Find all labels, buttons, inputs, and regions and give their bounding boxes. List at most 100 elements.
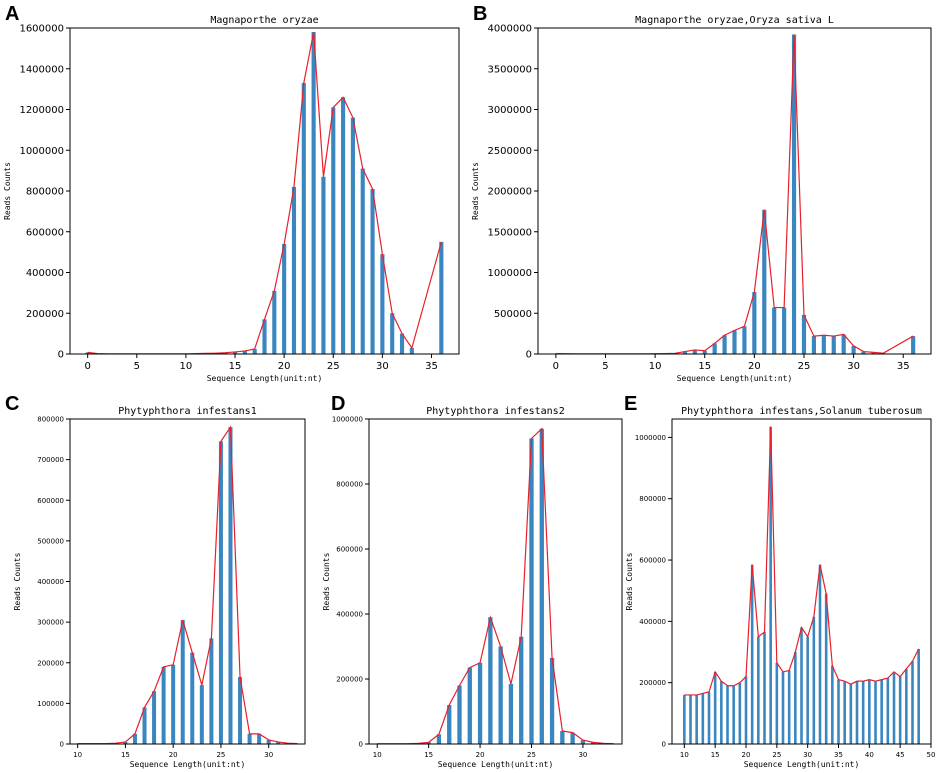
plot-frame — [368, 418, 623, 745]
bar — [689, 694, 692, 744]
bar — [570, 732, 575, 745]
bar — [886, 678, 890, 744]
bar — [132, 733, 137, 744]
bar — [791, 34, 797, 355]
y-tick-label: 3500000 — [487, 64, 532, 75]
series-line — [555, 34, 914, 355]
bar — [560, 731, 565, 744]
plot-frame — [69, 418, 306, 745]
x-tick-label: 15 — [711, 751, 720, 759]
bar — [738, 682, 742, 744]
bar — [713, 671, 717, 744]
y-tick-label: 700000 — [37, 456, 64, 464]
bar — [199, 685, 204, 744]
bar — [301, 83, 306, 354]
bar — [341, 97, 346, 354]
bar — [843, 681, 846, 744]
bar — [911, 336, 916, 354]
bar — [370, 188, 375, 354]
x-tick-label: 15 — [229, 361, 242, 372]
y-tick-label: 400000 — [26, 268, 64, 279]
bar — [800, 627, 803, 744]
x-tick-label: 30 — [578, 751, 587, 759]
x-axis-label: Sequence Length(unit:nt) — [438, 760, 554, 769]
y-tick-label: 0 — [359, 741, 363, 749]
x-tick-label: 15 — [698, 361, 711, 372]
bar — [898, 676, 902, 744]
panel-b: B Magnaporthe oryzae,Oryza sativa L 0 5 10 15… — [471, 3, 932, 383]
x-tick-label: 20 — [748, 361, 761, 372]
panel-a: A Magnaporthe oryzae 0 5 10 15 20 25 30 35 0 200000… — [3, 3, 460, 383]
x-axis: 0 5 10 15 20 25 30 35 — [553, 354, 910, 372]
y-tick-label: 400000 — [37, 578, 64, 586]
bar — [821, 335, 826, 354]
bar — [498, 646, 503, 744]
y-tick-label: 2000000 — [487, 187, 532, 198]
bar — [742, 326, 747, 354]
bar — [722, 335, 727, 354]
y-axis: 0 200000 400000 600000 800000 1000000 1200000 1… — [19, 24, 70, 361]
bar — [282, 243, 287, 354]
panel-c: C Phytyphthora infestans1 10 15 20 25 30 0 10000… — [5, 393, 306, 769]
y-axis-label: Reads Counts — [13, 552, 22, 610]
x-tick-label: 20 — [169, 751, 178, 759]
bars — [75, 427, 300, 745]
y-tick-label: 500000 — [494, 309, 532, 320]
y-tick-label: 400000 — [639, 618, 666, 626]
bar — [539, 428, 544, 744]
y-axis-label: Reads Counts — [625, 552, 634, 610]
y-tick-label: 4000000 — [487, 24, 532, 35]
panel-letter: C — [5, 393, 19, 415]
x-tick-label: 40 — [865, 751, 874, 759]
bar — [232, 351, 238, 354]
x-tick-label: 45 — [896, 751, 905, 759]
y-tick-label: 300000 — [37, 619, 64, 627]
bar — [787, 670, 791, 744]
chart-title: Magnaporthe oryzae — [210, 15, 318, 26]
bar — [180, 620, 185, 744]
series-line — [77, 425, 298, 745]
bar — [762, 209, 767, 354]
y-tick-label: 500000 — [37, 537, 64, 545]
panel-letter: D — [331, 393, 345, 415]
x-axis: 10 15 20 25 30 — [373, 744, 587, 759]
y-axis-label: Reads Counts — [3, 162, 12, 220]
bar — [824, 593, 828, 744]
x-tick-label: 30 — [264, 751, 273, 759]
bar — [911, 661, 914, 744]
bars — [553, 34, 916, 355]
bar — [85, 352, 90, 354]
y-tick-label: 600000 — [336, 546, 363, 554]
x-tick-label: 50 — [927, 751, 936, 759]
bar — [580, 740, 586, 744]
bar — [781, 671, 785, 744]
bar — [262, 319, 267, 354]
bar — [360, 168, 365, 354]
bar — [467, 667, 472, 745]
bar — [871, 352, 876, 354]
y-axis: 0 500000 1000000 1500000 2000000 2500000 30000… — [487, 24, 538, 361]
bar — [252, 348, 257, 354]
y-tick-label: 200000 — [639, 679, 666, 687]
bar — [350, 117, 355, 355]
bar — [752, 292, 757, 354]
x-tick-label: 10 — [649, 361, 662, 372]
y-tick-label: 800000 — [26, 187, 64, 198]
y-tick-label: 0 — [60, 741, 64, 749]
y-tick-label: 600000 — [37, 497, 64, 505]
bar — [851, 345, 856, 354]
y-tick-label: 600000 — [26, 227, 64, 238]
y-tick-label: 1000000 — [332, 416, 363, 424]
panel-letter: E — [624, 393, 637, 415]
bar — [692, 349, 697, 354]
bar — [849, 684, 853, 744]
bar — [732, 330, 737, 354]
y-tick-label: 1500000 — [487, 227, 532, 238]
plot-frame — [537, 27, 932, 355]
x-tick-label: 0 — [84, 361, 90, 372]
x-tick-label: 30 — [803, 751, 812, 759]
panel-e: E Phytyphthora infestans,Solanum tuberosu… — [624, 393, 935, 769]
bar — [291, 186, 297, 354]
y-tick-label: 400000 — [336, 611, 363, 619]
